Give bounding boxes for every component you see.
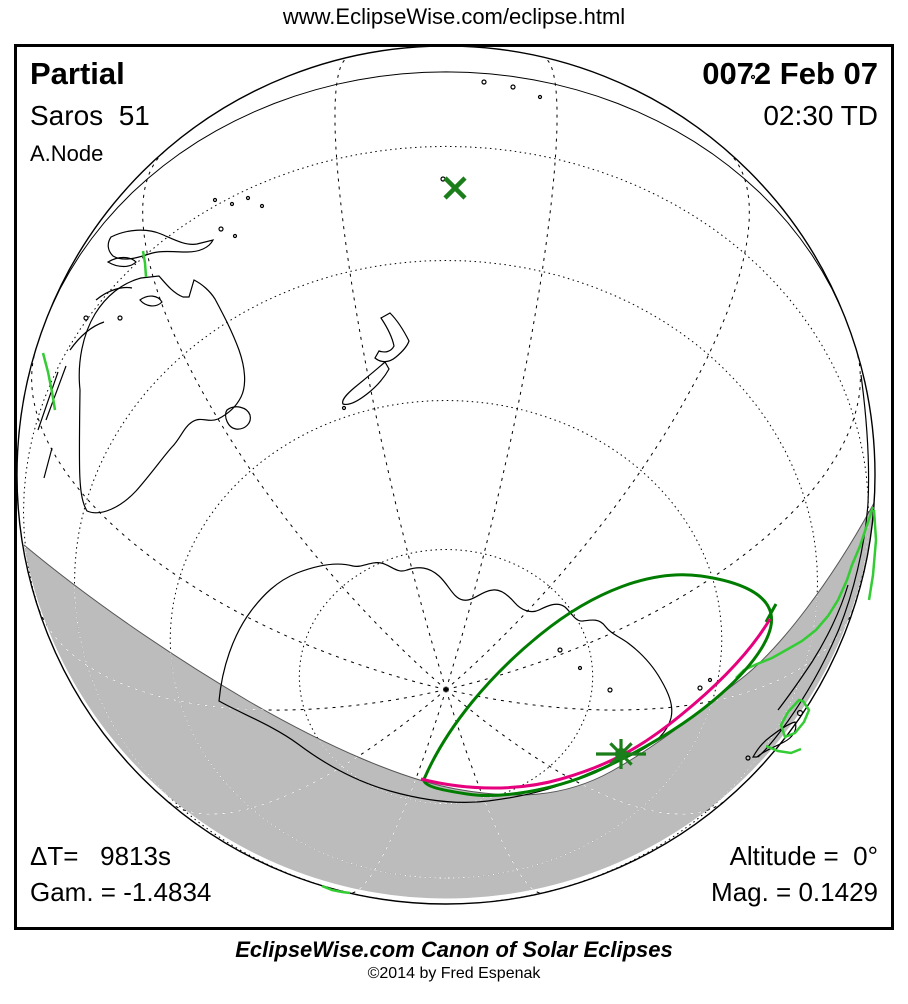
map-frame (14, 44, 894, 930)
greatest-eclipse-star-marker (596, 739, 646, 769)
eclipse-markers (443, 176, 646, 769)
globe-limb (17, 47, 876, 905)
small-islands (83, 74, 804, 761)
rise-set-limit-bottom-limb (321, 884, 351, 895)
magnitude-label: Mag. = 0.1429 (711, 877, 878, 907)
footer-copyright: ©2014 by Fred Espenak (367, 965, 541, 982)
node-label: A.Node (30, 141, 104, 166)
new-zealand-south-island (342, 361, 390, 406)
penumbra-limit-spur (764, 603, 778, 623)
rise-set-limit-loop (779, 698, 811, 739)
rise-set-limit-indonesia (41, 352, 57, 411)
tierra-del-fuego (751, 721, 797, 758)
eclipse-type-label: Partial (30, 56, 125, 91)
eclipse-date-label: 0072 Feb 07 (702, 56, 878, 91)
rise-set-limit-right-limb (867, 509, 878, 601)
delta-t-label: ΔT= 9813s (30, 841, 171, 871)
tasmania-coast (224, 406, 251, 430)
coastlines (37, 74, 870, 803)
chile-fjord-coast (777, 584, 849, 711)
rise-set-limit-south-america (735, 506, 875, 679)
saros-label: Saros 51 (30, 100, 150, 131)
altitude-label: Altitude = 0° (729, 841, 878, 871)
url-header: www.EclipseWise.com/eclipse.html (282, 4, 626, 29)
australia-coast (78, 275, 246, 514)
gamma-label: Gam. = -1.4834 (30, 877, 212, 907)
eclipse-time-label: 02:30 TD (763, 100, 878, 131)
rise-set-limit-segment-1 (765, 744, 802, 755)
night-shading (24, 503, 874, 899)
south-america-coast (757, 374, 870, 758)
rise-set-limit-australia (141, 250, 148, 278)
new-guinea-coast (107, 229, 215, 260)
penumbra-limit-curve (422, 573, 774, 797)
new-zealand-north-island (374, 312, 410, 363)
cross-marker (443, 176, 467, 200)
footer-title: EclipseWise.com Canon of Solar Eclipses (235, 937, 673, 962)
indonesia-islands (37, 256, 163, 479)
